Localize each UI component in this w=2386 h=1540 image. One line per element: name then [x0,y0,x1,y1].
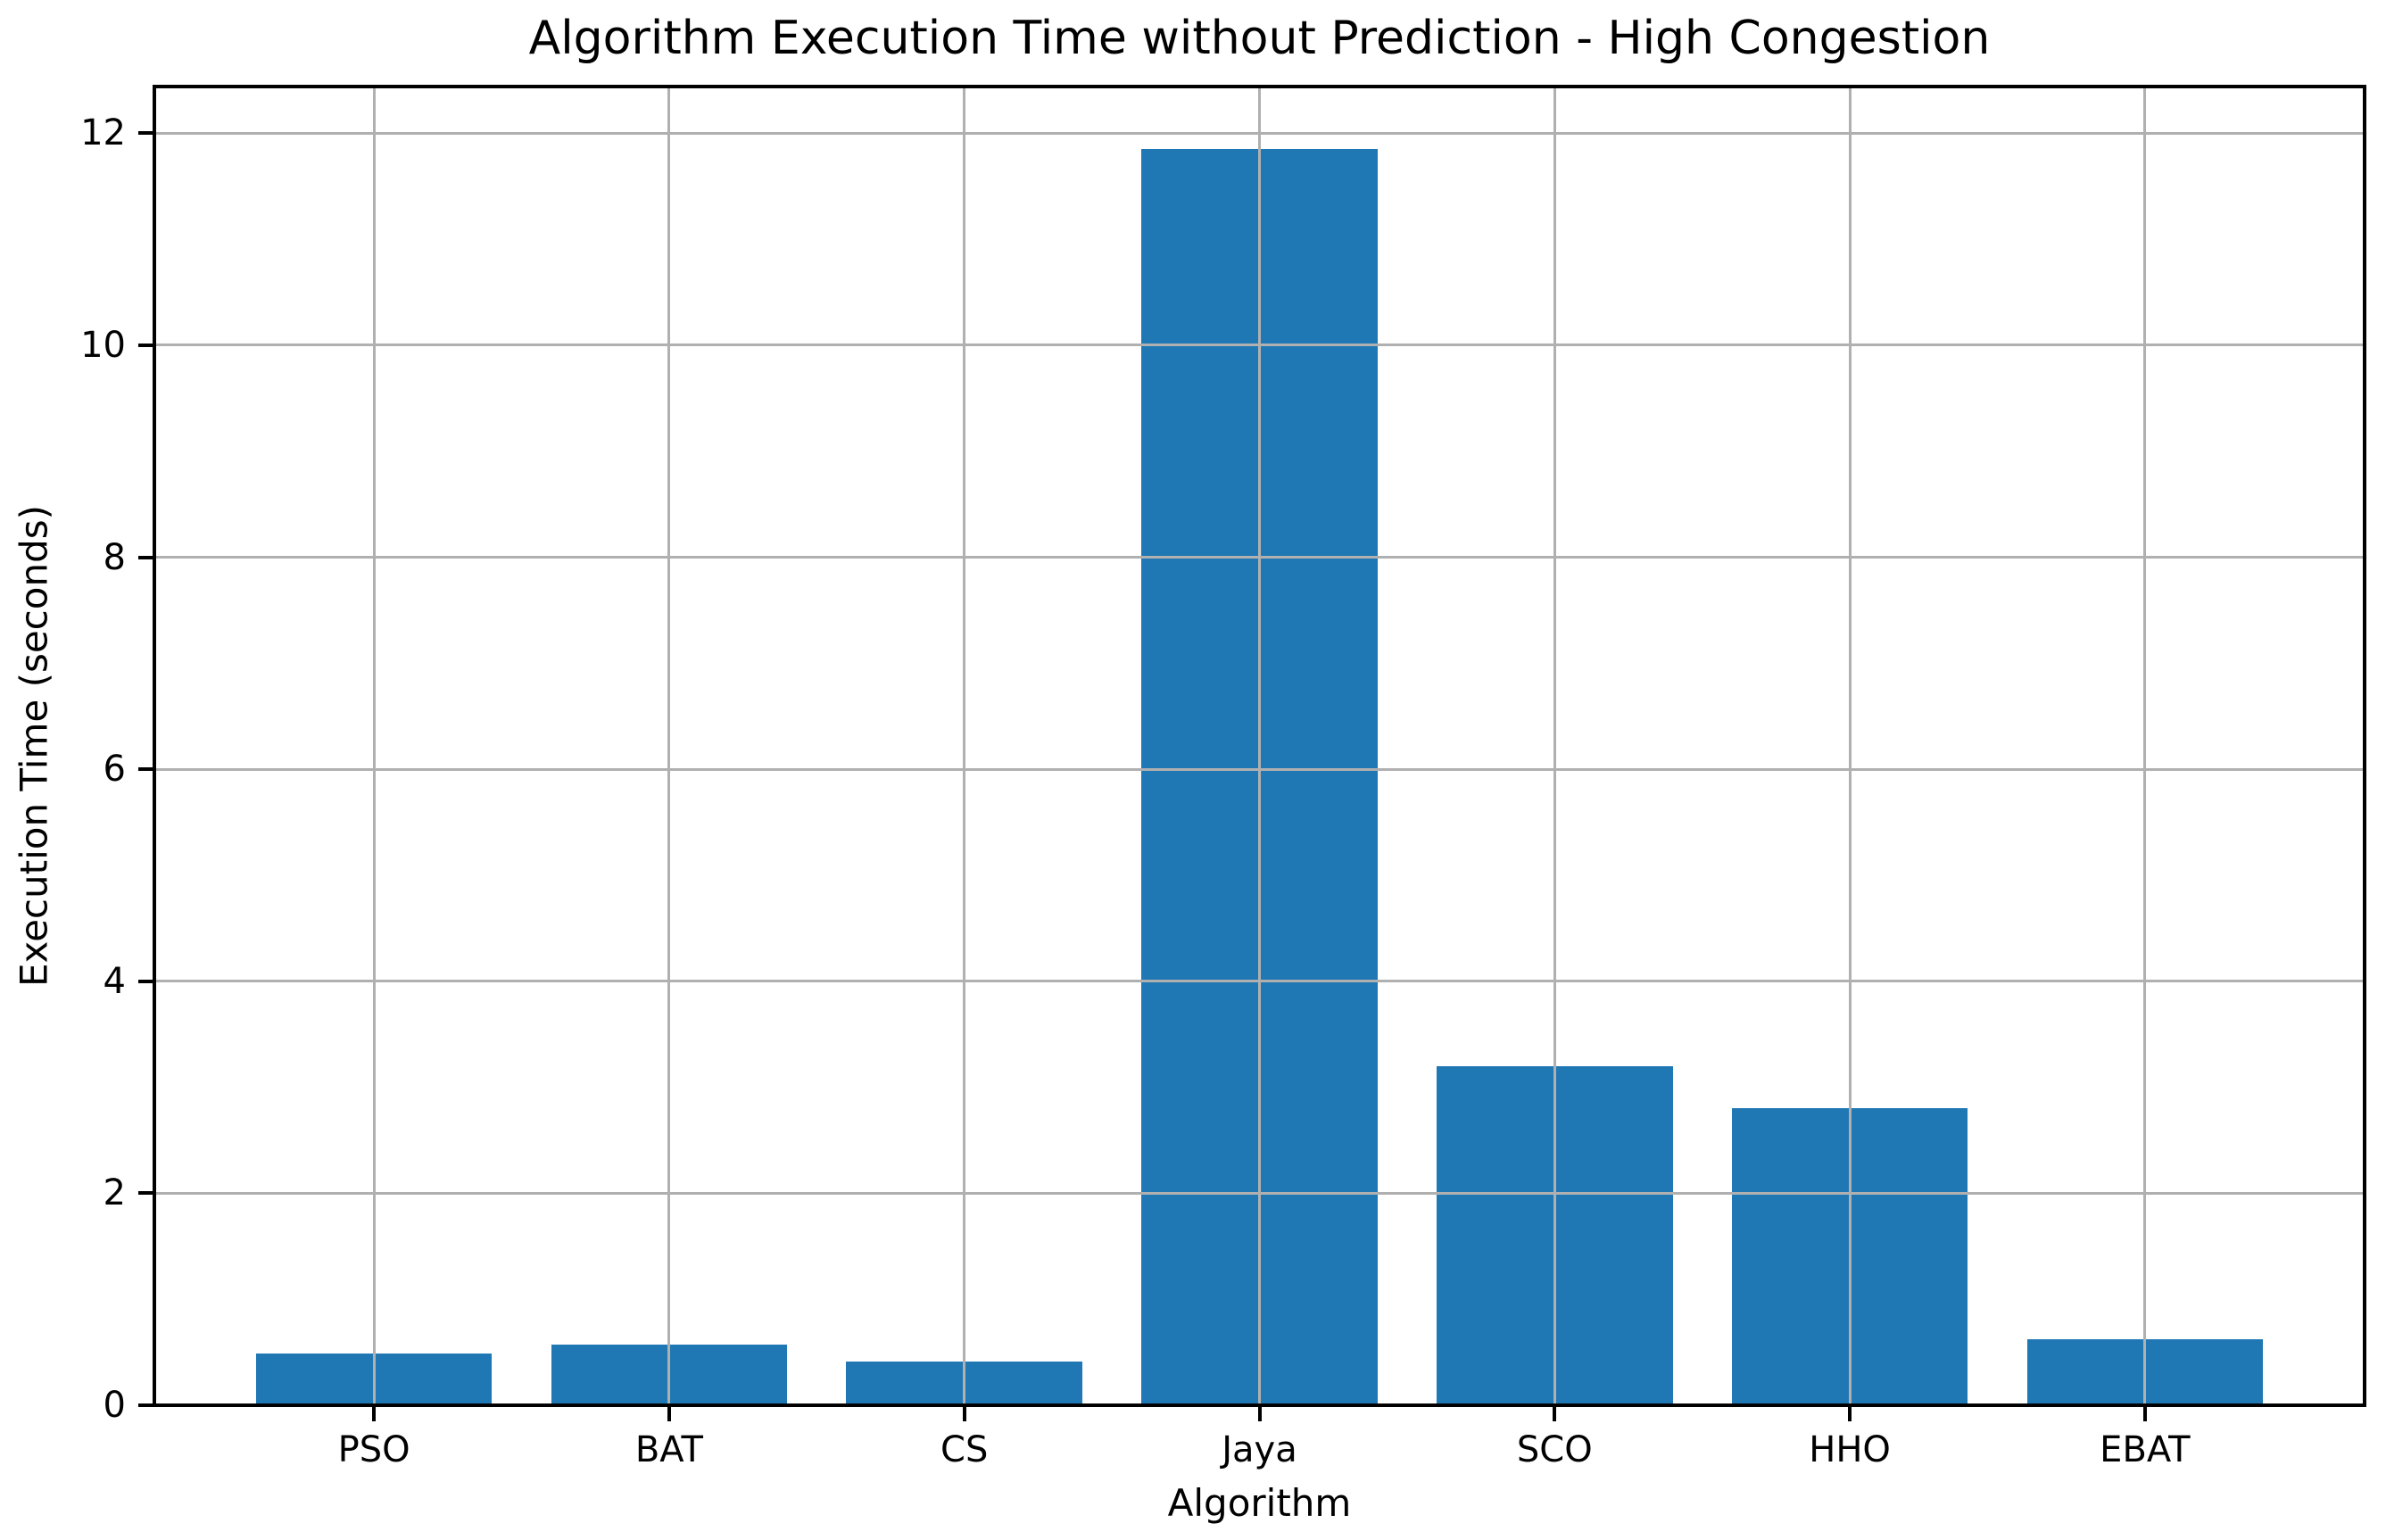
x-tickmark [1848,1407,1852,1421]
x-tick-label: EBAT [2100,1429,2191,1470]
right-spine [2363,85,2366,1407]
x-tick-label: Jaya [1222,1429,1297,1470]
x-tickmark [962,1407,966,1421]
v-gridline [1258,87,1261,1405]
x-tickmark [1553,1407,1557,1421]
v-gridline [963,87,966,1405]
y-tickmark [138,555,153,559]
y-tick-label: 8 [103,536,126,578]
bottom-spine [154,1403,2365,1407]
y-tick-label: 0 [103,1385,126,1426]
x-tick-label: PSO [337,1429,410,1470]
y-tick-label: 4 [103,960,126,1002]
v-gridline [1848,87,1852,1405]
x-tick-label: CS [940,1429,989,1470]
v-gridline [2143,87,2147,1405]
y-tickmark [138,1403,153,1407]
left-spine [153,85,156,1407]
y-tick-label: 10 [80,324,126,366]
x-tick-label: BAT [634,1429,703,1470]
y-tickmark [138,343,153,347]
x-tickmark [372,1407,377,1421]
y-tickmark [138,131,153,136]
v-gridline [372,87,376,1405]
y-tickmark [138,767,153,772]
plot-area [153,85,2366,1407]
x-axis-label: Algorithm [1167,1481,1352,1525]
x-tick-label: SCO [1516,1429,1593,1470]
y-tick-label: 12 [80,112,126,154]
ticks-layer: 0 2 4 6 8 10 12 PSO BAT CS Jaya SCO HHO EBAT [80,87,2365,1470]
top-spine [154,85,2365,88]
v-gridline [667,87,671,1405]
y-tickmark [138,979,153,983]
y-axis-label: Execution Time (seconds) [12,504,56,988]
x-tickmark [1257,1407,1262,1421]
y-tickmark [138,1191,153,1196]
x-tickmark [667,1407,671,1421]
grid-layer [154,87,2365,1405]
x-tick-label: HHO [1809,1429,1891,1470]
chart-title: Algorithm Execution Time without Predict… [528,12,1991,65]
y-tick-label: 6 [103,749,126,791]
y-tick-label: 2 [103,1172,126,1214]
x-tickmark [2142,1407,2147,1421]
v-gridline [1553,87,1556,1405]
